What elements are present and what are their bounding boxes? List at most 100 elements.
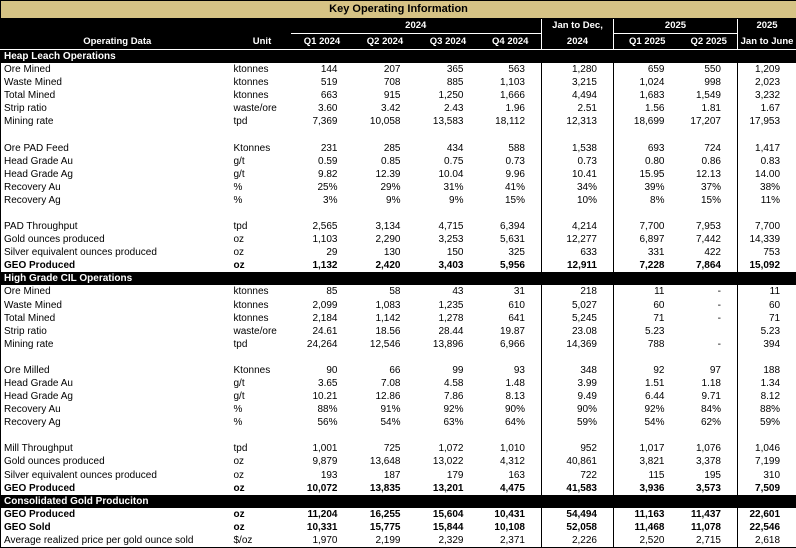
cell-value: 3,134 (375, 221, 401, 233)
column-header-fy-2024: 2024 (541, 33, 614, 50)
cell-value: 7,199 (736, 455, 796, 469)
row-unit: % (233, 417, 243, 429)
cell-value (291, 207, 354, 220)
cell-value: 43 (452, 286, 464, 298)
cell-value: 29% (380, 181, 401, 193)
cell-value: 2,226 (541, 533, 614, 548)
row-unit (231, 429, 291, 442)
cell-value: 17,953 (736, 115, 796, 129)
cell-value: 3,215 (541, 76, 614, 90)
cell-value: 1.48 (505, 377, 525, 389)
cell-value: 18,699 (633, 116, 665, 128)
cell-value: 519 (320, 77, 338, 89)
data-row: GEO Produced oz 1,132 2,420 3,403 5,956 12,911… (1, 259, 796, 273)
data-row: Silver equivalent ounces produced oz 29 130… (1, 246, 796, 260)
cell-value: 12.86 (375, 391, 401, 403)
cell-value (541, 128, 614, 142)
data-row: Mining rate tpd 24,264 12,546 13,896 6,966 14,… (1, 337, 796, 351)
cell-value: 99 (452, 364, 464, 376)
cell-value: 3% (323, 194, 338, 206)
cell-value: 11 (654, 286, 665, 298)
cell-value: 1,970 (312, 534, 338, 546)
cell-value: 16,255 (369, 508, 401, 520)
cell-value: 1,072 (438, 443, 464, 455)
row-unit: oz (233, 260, 245, 272)
cell-value: 1.67 (736, 102, 796, 116)
cell-value: 2,099 (312, 299, 338, 311)
cell-value: 1,235 (438, 299, 464, 311)
cell-value: 18,112 (495, 116, 525, 128)
cell-value: 2,371 (499, 534, 525, 546)
cell-value: - (717, 286, 721, 298)
cell-value: 3.42 (381, 103, 401, 115)
cell-value: 7,700 (736, 220, 796, 234)
row-unit: ktonnes (233, 90, 269, 102)
cell-value: 10,108 (494, 521, 525, 533)
cell-value (354, 429, 417, 442)
cell-value: 12,911 (541, 259, 614, 273)
cell-value: 59% (736, 416, 796, 430)
cell-value: 9% (449, 194, 464, 206)
cell-value: 788 (647, 338, 665, 350)
cell-value (681, 207, 738, 220)
cell-value: 7,953 (695, 221, 721, 233)
data-row: Total Mined ktonnes 2,184 1,142 1,278 641 5,24… (1, 311, 796, 325)
cell-value: 1,001 (312, 443, 338, 455)
cell-value: 187 (383, 469, 401, 481)
data-row: GEO Produced oz 11,204 16,255 15,604 10,431 54… (1, 507, 796, 521)
cell-value: 29 (326, 247, 338, 259)
row-unit: waste/ore (233, 325, 277, 337)
cell-value: 7,369 (312, 116, 338, 128)
cell-value: 0.59 (318, 155, 338, 167)
cell-value: - (717, 299, 721, 311)
data-row: Mill Throughput tpd 1,001 725 1,072 1,010 952 1… (1, 442, 796, 456)
cell-value (417, 351, 480, 364)
cell-value: 60 (736, 298, 796, 312)
cell-value: 2,420 (375, 260, 401, 272)
title-row: Key Operating Information (0, 0, 796, 19)
cell-value (480, 429, 542, 442)
cell-value: 1,103 (312, 234, 338, 246)
cell-value: 1.56 (645, 103, 665, 115)
cell-value: 1.96 (505, 103, 525, 115)
row-unit: ktonnes (233, 312, 269, 324)
cell-value: 563 (508, 64, 525, 76)
cell-value: 4.58 (444, 377, 464, 389)
cell-value: 7,509 (736, 481, 796, 495)
data-row: Head Grade Au g/t 3.65 7.08 4.58 1.48 3.99 1.51… (1, 376, 796, 391)
cell-value: 5,956 (499, 260, 525, 272)
cell-value (614, 128, 681, 141)
data-row: Gold ounces produced oz 9,879 13,648 13,022 4… (1, 455, 796, 469)
row-label: Mining rate (4, 116, 54, 128)
cell-value: 0.86 (701, 155, 721, 167)
cell-value: 41,583 (541, 481, 614, 495)
column-header-q1-2024: Q1 2024 (290, 33, 354, 50)
row-unit: oz (233, 521, 245, 533)
cell-value: 92 (653, 364, 665, 376)
cell-value (417, 128, 480, 141)
cell-value: 231 (320, 142, 338, 154)
cell-value: 1,132 (312, 260, 338, 272)
row-label (1, 128, 231, 141)
cell-value: 130 (383, 247, 401, 259)
data-row: Gold ounces produced oz 1,103 2,290 3,253 5,6… (1, 233, 796, 247)
cell-value: - (717, 312, 721, 324)
cell-value: 10% (541, 193, 614, 207)
cell-value: 15% (700, 194, 721, 206)
cell-value: 92% (443, 404, 464, 416)
section-title: High Grade CIL Operations (0, 272, 796, 286)
row-label: Head Grade Au (4, 155, 73, 167)
cell-value (614, 207, 681, 220)
cell-value: 3,573 (695, 482, 721, 494)
row-label: Total Mined (4, 312, 56, 324)
cell-value: 365 (446, 64, 464, 76)
data-row: Recovery Au% 88% 91% 92% 90% 90% 92% 84% 88% (1, 403, 796, 417)
cell-value (614, 429, 681, 442)
cell-value: 2,199 (375, 534, 401, 546)
cell-value: 1,683 (639, 90, 665, 102)
cell-value: 5,631 (499, 234, 525, 246)
spacer-row (1, 128, 796, 142)
cell-value: 9.49 (541, 390, 614, 404)
row-label: Recovery Au (4, 181, 61, 193)
cell-value: 15,604 (432, 508, 464, 520)
